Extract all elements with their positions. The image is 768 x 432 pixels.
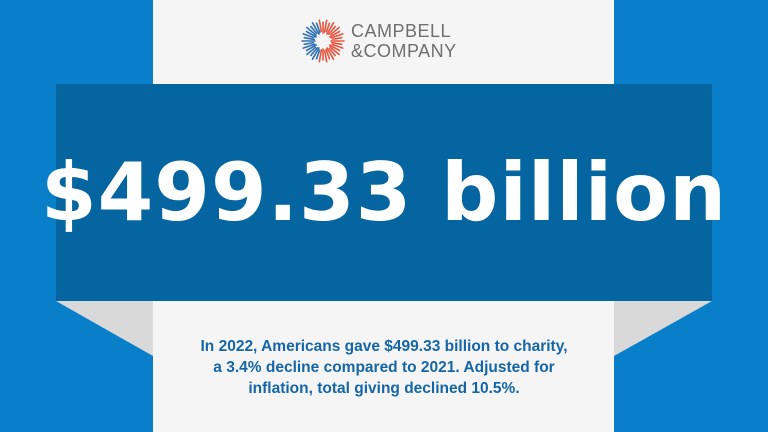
headline-banner: $499.33 billion xyxy=(41,84,726,301)
banner-fold-left xyxy=(56,301,153,356)
logo-text-line2: &COMPANY xyxy=(351,41,457,61)
caption-line-1: In 2022, Americans gave $499.33 billion … xyxy=(200,338,568,355)
caption-text: In 2022, Americans gave $499.33 billion … xyxy=(175,336,593,399)
campbell-sunburst-icon xyxy=(301,19,345,63)
logo-text-line1: CAMPBELL xyxy=(351,21,452,41)
caption-line-3: inflation, total giving declined 10.5%. xyxy=(248,380,520,397)
banner-fold-right xyxy=(614,301,712,356)
caption-line-2: a 3.4% decline compared to 2021. Adjuste… xyxy=(213,359,555,376)
logo-text: CAMPBELL &COMPANY xyxy=(351,21,457,61)
headline-amount: $499.33 billion xyxy=(40,146,728,239)
company-logo: CAMPBELL &COMPANY xyxy=(300,18,457,64)
